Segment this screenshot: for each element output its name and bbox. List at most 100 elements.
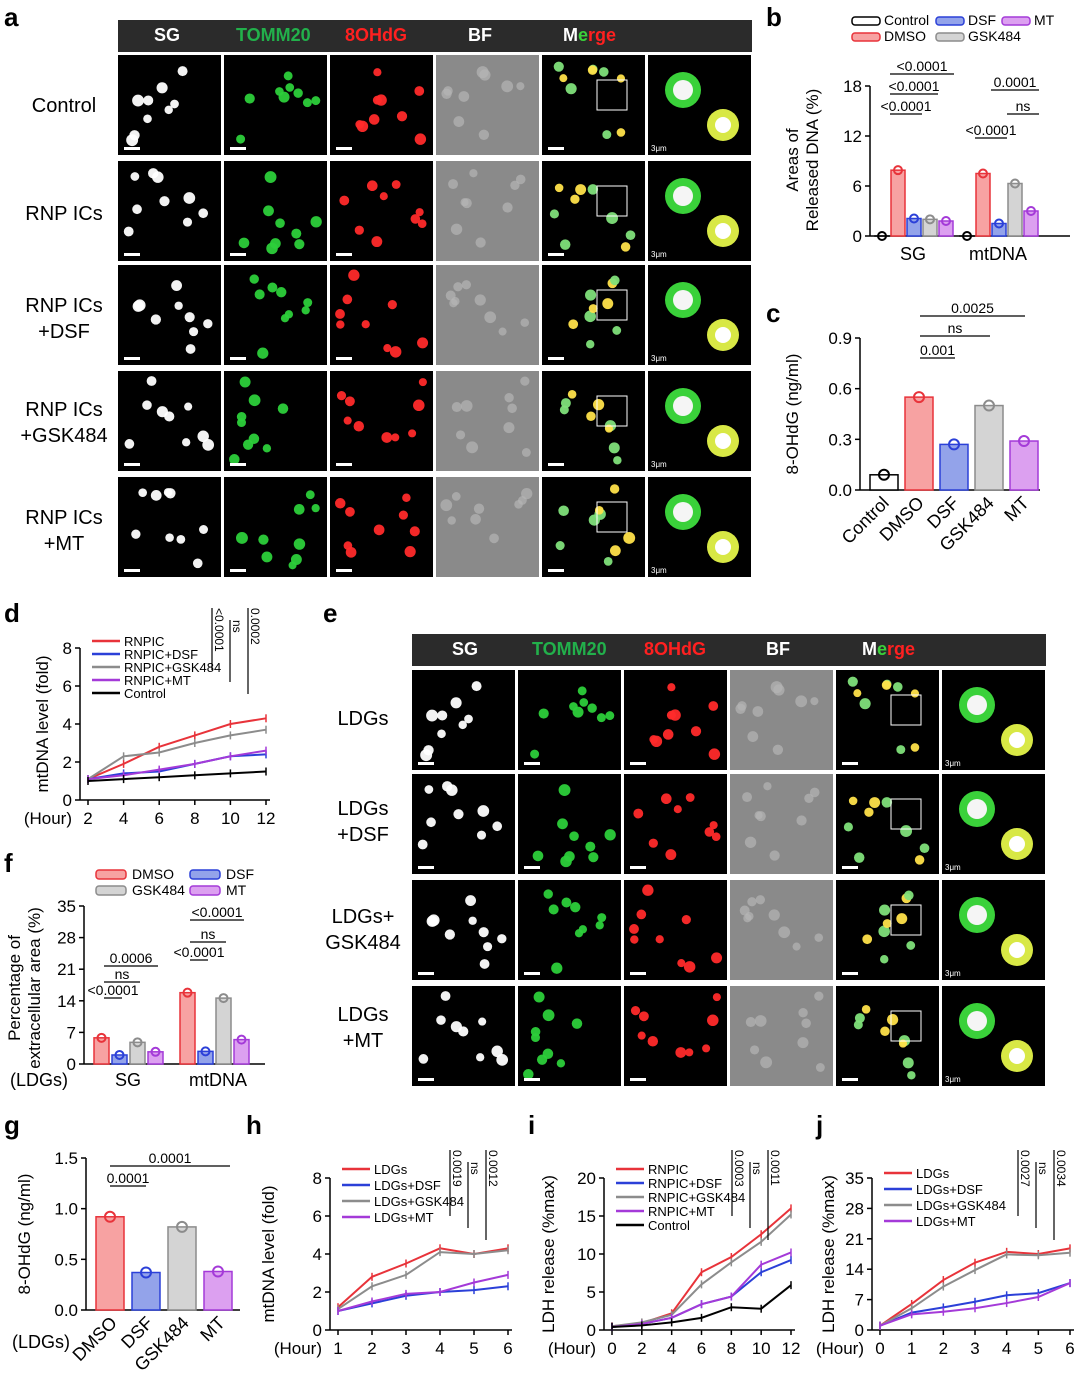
x-tick-label: 6: [697, 1339, 706, 1358]
cell: [610, 275, 620, 286]
zoom-box: [596, 79, 628, 111]
y-tick-label: 5: [587, 1283, 596, 1302]
cell: [293, 503, 305, 515]
cell: [570, 902, 581, 913]
cell: [389, 346, 402, 358]
cell: [667, 683, 676, 692]
cell: [677, 959, 686, 968]
y-tick-label: 28: [57, 929, 76, 948]
scale-bar: [548, 147, 564, 150]
cell: [483, 942, 493, 952]
scale-label: 3μm: [945, 863, 961, 872]
sig-label: <0.0001: [966, 122, 1017, 138]
chart-j: LDH release (%max) 0 7 14 21 28 35 0 1 2 3 4 5 6 (Hour…: [816, 1150, 1075, 1358]
y-axis-label: 8-OHdG (ng/ml): [15, 1174, 34, 1295]
scale-label: 3μm: [651, 460, 667, 469]
data-point: [150, 1046, 161, 1057]
cell: [510, 180, 520, 190]
a-tile-r3-8ohdg: [330, 371, 433, 471]
cell: [258, 534, 269, 545]
a-tile-r3-zoom: 3μm: [648, 371, 751, 471]
a-tile-r4-8ohdg: [330, 477, 433, 577]
nucleus-zoom: [673, 502, 693, 522]
y-tick-label: 20: [577, 1169, 596, 1188]
e-tile-image: [524, 784, 616, 869]
e-tile-image: [842, 676, 922, 765]
panel-letter-d: d: [4, 598, 20, 628]
cell: [520, 318, 530, 327]
cell: [880, 955, 889, 964]
e-tile-r2-merge: [836, 880, 939, 980]
cell: [592, 399, 605, 411]
legend-label: LDGs+MT: [916, 1214, 976, 1229]
cell: [451, 297, 460, 306]
cell: [354, 225, 364, 235]
y-tick-label: 1.0: [54, 1200, 78, 1219]
data-point: [877, 231, 887, 241]
e-tile-r0-bf: [730, 670, 833, 770]
cell: [453, 282, 463, 292]
cell: [548, 904, 559, 915]
e-tile-r2-sg: [412, 880, 515, 980]
e-tile-image: [739, 895, 824, 951]
cell: [444, 929, 455, 940]
legend-label: LDGs+GSK484: [916, 1198, 1006, 1213]
cell: [712, 993, 721, 1002]
a-tile-image: [124, 280, 213, 360]
e-tile-image: [630, 793, 721, 869]
cell: [474, 294, 486, 306]
cell: [681, 915, 691, 925]
cell: [458, 720, 467, 730]
scale-bar: [548, 357, 564, 360]
data-point: [994, 218, 1004, 229]
scale-bar: [336, 463, 352, 466]
x-tick-label: 6: [154, 809, 163, 828]
cell: [185, 344, 196, 354]
cell: [343, 416, 352, 425]
y-axis-label-line2: Released DNA (%): [803, 89, 822, 232]
cell: [170, 99, 179, 109]
legend-label: DMSO: [884, 28, 926, 44]
cell: [174, 301, 183, 310]
bar: [991, 222, 1007, 237]
a-tile-r1-merge: [542, 161, 645, 261]
nucleus-zoom: [1009, 836, 1025, 852]
legend-label: GSK484: [132, 882, 185, 898]
cell: [647, 1036, 659, 1047]
cell: [366, 180, 378, 192]
cell: [597, 913, 607, 923]
cell: [468, 916, 477, 925]
cell: [275, 218, 285, 228]
cell: [616, 128, 626, 137]
bar: [904, 396, 934, 491]
cell: [504, 393, 514, 403]
cell: [747, 731, 759, 742]
cell: [451, 492, 461, 501]
x-tick-label: 6: [503, 1339, 512, 1358]
zoom-box: [596, 185, 628, 217]
cell: [882, 919, 892, 929]
sig-label: <0.0001: [174, 944, 225, 960]
bar: [203, 1270, 233, 1311]
cell: [417, 839, 428, 850]
x-tick-label: 12: [782, 1339, 801, 1358]
legend-swatch: [189, 885, 221, 896]
scale-bar: [230, 357, 246, 360]
a-tile-r0-merge: [542, 55, 645, 155]
scale-bar: [336, 147, 352, 150]
panel-letter-g: g: [4, 1110, 20, 1140]
cell: [801, 1018, 811, 1029]
scale-bar: [630, 972, 646, 975]
y-tick-label: 0.5: [54, 1250, 78, 1269]
nucleus-zoom: [715, 327, 731, 343]
cell: [263, 205, 274, 217]
cell: [878, 925, 890, 938]
data-point: [983, 399, 995, 412]
cell: [501, 80, 514, 93]
legend-label: LDGs+DSF: [916, 1182, 983, 1197]
e-tile-r0-8ohdg: [624, 670, 727, 770]
sig-label: 0.0003: [732, 1150, 746, 1187]
bar: [215, 997, 232, 1065]
cell: [881, 797, 893, 808]
